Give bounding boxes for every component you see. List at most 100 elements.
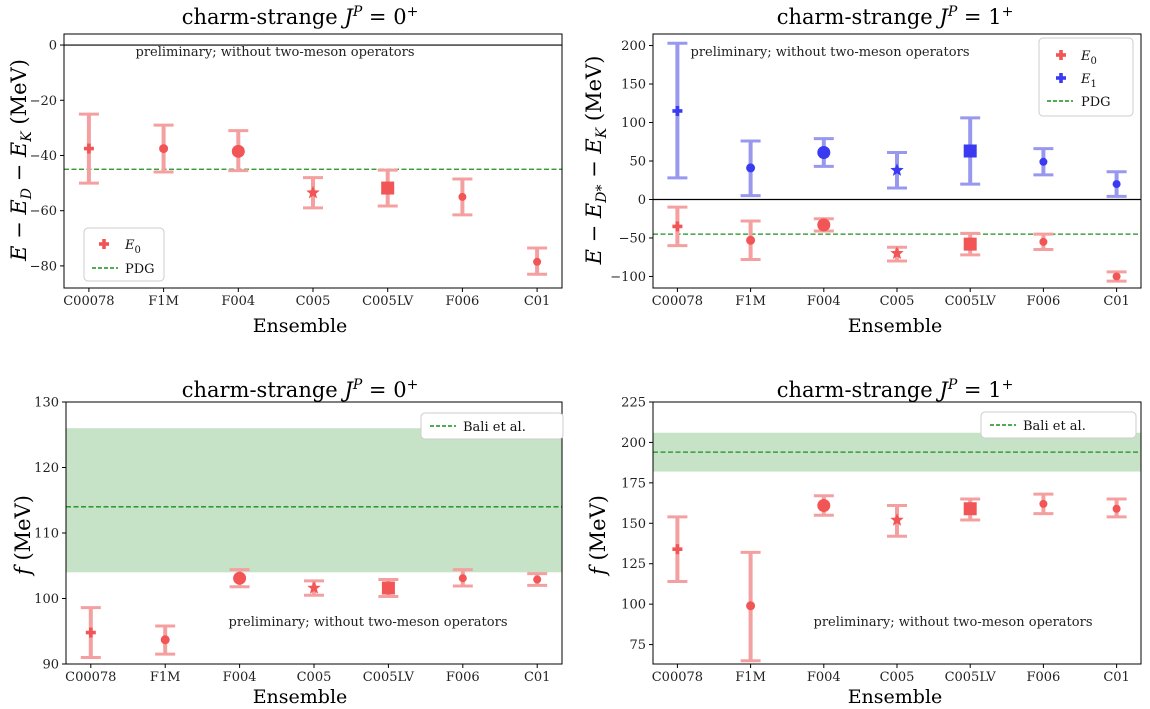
data-point: [1039, 237, 1048, 246]
chart-3-legend: Bali et al.: [980, 411, 1137, 439]
y-tick-label: −100: [610, 270, 646, 285]
legend-label-bali: Bali et al.: [463, 420, 526, 435]
legend-marker-e0: [1056, 50, 1066, 60]
data-point: [746, 601, 756, 611]
chart-2-svg: 130 120 110 100 90 C00078 F1M F004 C005 C005LV F00…: [11, 377, 564, 708]
x-tick-label: F006: [1026, 294, 1060, 309]
legend-label-pdg: PDG: [125, 262, 155, 277]
chart-1-annotation: preliminary; without two-meson operators: [691, 45, 970, 60]
y-tick-label: −80: [30, 259, 57, 274]
data-point: [890, 163, 904, 176]
y-tick-label: 100: [621, 598, 646, 613]
chart-1-plot: 200 150 100 50 0 −50 −100 C00078 F1M F004 C005 C005…: [610, 33, 1142, 309]
y-tick-label: 50: [629, 155, 646, 170]
data-point: [817, 218, 831, 232]
x-tick-label: C01: [524, 670, 551, 685]
data-point: [1112, 180, 1121, 189]
y-tick-label: 0: [638, 193, 646, 208]
x-tick-label: C005: [297, 670, 332, 685]
chart-1-svg: 200 150 100 50 0 −50 −100 C00078 F1M F004 C005 C005…: [582, 4, 1142, 337]
data-point: [890, 513, 904, 526]
legend-label-pdg: PDG: [1081, 95, 1111, 110]
chart-3-xlabel: Ensemble: [848, 686, 943, 708]
y-tick-label: 100: [621, 116, 646, 131]
chart-3-svg: 225 200 175 150 125 100 75 C00078 F1M F004 C005 C00…: [586, 377, 1142, 708]
y-tick-label: 200: [621, 436, 646, 451]
chart-1-ylabel: E − ED* − EK (MeV): [582, 56, 610, 266]
legend-marker-e0: [99, 239, 109, 249]
x-tick-label: C01: [1103, 670, 1130, 685]
x-tick-label: C005: [880, 670, 915, 685]
y-tick-label: 75: [629, 638, 646, 653]
chart-2-xlabel: Ensemble: [253, 686, 348, 708]
chart-0-title: charm-strange JP = 0+: [182, 4, 419, 29]
chart-3-ylabel: f (MeV): [586, 495, 610, 577]
data-point: [672, 221, 683, 232]
reference-band: [66, 428, 562, 573]
data-point: [890, 246, 904, 259]
x-tick-label: C005LV: [363, 670, 415, 685]
y-tick-label: 175: [621, 476, 646, 491]
x-tick-label: F006: [445, 294, 479, 309]
data-point: [672, 105, 683, 116]
y-tick-label: 225: [621, 396, 646, 411]
data-point: [231, 144, 245, 158]
y-tick-label: 130: [34, 396, 59, 411]
y-tick-label: 0: [49, 39, 57, 54]
data-point: [381, 181, 395, 195]
x-tick-label: F006: [1026, 670, 1060, 685]
y-tick-label: −50: [619, 231, 646, 246]
x-tick-label: C005LV: [945, 670, 997, 685]
data-point: [381, 581, 395, 595]
x-tick-label: C00078: [652, 294, 703, 309]
data-point: [746, 163, 756, 173]
y-tick-label: 150: [621, 517, 646, 532]
x-tick-label: C005LV: [945, 294, 997, 309]
chart-2-plot: 130 120 110 100 90 C00078 F1M F004 C005 C005LV F00…: [34, 396, 563, 685]
chart-0-plot: 0 −20 −40 −60 −80 C00078 F1M F004 C005 C005LV F006…: [30, 33, 563, 309]
data-point: [1039, 157, 1048, 166]
chart-3-plot: 225 200 175 150 125 100 75 C00078 F1M F004 C005 C00…: [621, 396, 1142, 685]
x-tick-label: C005LV: [362, 294, 414, 309]
data-point: [817, 499, 831, 513]
chart-1-xlabel: Ensemble: [848, 315, 943, 337]
x-tick-label: C01: [524, 294, 551, 309]
data-point: [1112, 504, 1121, 513]
data-point: [159, 144, 169, 154]
chart-3-title: charm-strange JP = 1+: [777, 377, 1014, 402]
y-tick-label: −40: [30, 149, 57, 164]
data-point: [85, 627, 96, 638]
chart-0-svg: 0 −20 −40 −60 −80 C00078 F1M F004 C005 C005LV F006…: [7, 4, 563, 337]
chart-2-ylabel: f (MeV): [11, 495, 35, 577]
x-tick-label: F1M: [150, 670, 181, 685]
chart-3-annotation: preliminary; without two-meson operators: [814, 615, 1093, 630]
x-tick-label: F004: [223, 670, 257, 685]
data-point: [306, 185, 320, 199]
data-point: [1039, 499, 1048, 508]
x-tick-label: C00078: [63, 294, 114, 309]
y-tick-label: 110: [34, 527, 59, 542]
x-tick-label: C01: [1103, 294, 1130, 309]
chart-1-legend: E0 E1 PDG: [1038, 37, 1134, 117]
x-tick-label: F1M: [735, 294, 766, 309]
x-tick-label: F1M: [148, 294, 179, 309]
legend-marker-e1: [1056, 73, 1066, 83]
y-tick-label: 90: [42, 658, 59, 673]
x-tick-label: F006: [446, 670, 480, 685]
y-tick-label: 200: [621, 39, 646, 54]
chart-0-annotation: preliminary; without two-meson operators: [136, 45, 415, 60]
data-point: [533, 257, 542, 266]
data-point: [746, 235, 756, 245]
legend-label-bali: Bali et al.: [1023, 419, 1086, 434]
x-tick-label: C00078: [652, 670, 703, 685]
x-tick-label: C005: [880, 294, 915, 309]
chart-2-legend: Bali et al.: [420, 412, 564, 440]
x-tick-label: F004: [807, 294, 841, 309]
x-tick-label: C00078: [65, 670, 116, 685]
data-point: [458, 574, 467, 583]
chart-0-ylabel: E − ED − EK (MeV): [7, 59, 35, 262]
data-point: [963, 502, 977, 516]
data-point: [1112, 272, 1121, 281]
x-tick-label: F1M: [735, 670, 766, 685]
data-point: [160, 635, 170, 645]
